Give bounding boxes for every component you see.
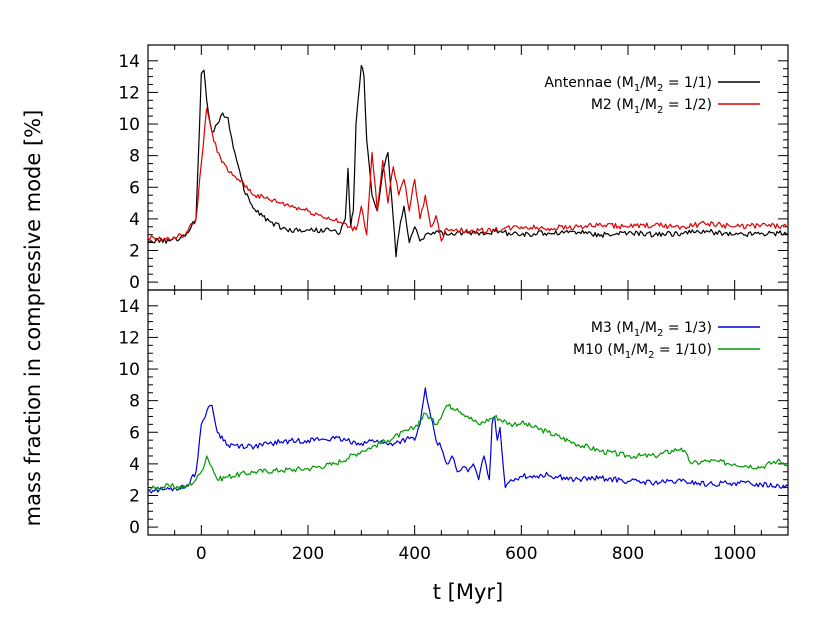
- y-tick-label: 4: [129, 210, 140, 230]
- y-tick-label: 0: [129, 273, 140, 293]
- y-tick-label: 6: [129, 178, 140, 198]
- top-panel: 0 2 4 6 8 10 12 14 Antennae (M1/M2 = 1/1) M2 (M1/…: [118, 44, 789, 293]
- x-axis-title: t [Myr]: [433, 580, 503, 604]
- y-tick-label: 12: [118, 83, 140, 103]
- y-tick-label: 2: [129, 241, 140, 261]
- y-tick-label: 0: [129, 518, 140, 538]
- x-tick-label: 200: [292, 544, 324, 564]
- legend-label: M2 (M1/M2 = 1/2): [591, 97, 712, 116]
- series-line: [147, 403, 789, 491]
- y-tick-label: 12: [118, 328, 140, 348]
- y-tick-label: 6: [129, 423, 140, 443]
- y-tick-label: 14: [118, 52, 140, 72]
- x-tick-label: 0: [196, 544, 207, 564]
- y-tick-label: 10: [118, 115, 140, 135]
- y-tick-label: 8: [129, 147, 140, 167]
- series-line: [148, 387, 789, 494]
- y-tick-label: 4: [129, 455, 140, 475]
- series-line: [147, 107, 789, 242]
- y-tick-label: 8: [129, 392, 140, 412]
- y-tick-label: 2: [129, 486, 140, 506]
- bottom-panel: 0 2 4 6 8 10 12 14 0 200 400 600 800 1000 M3 (M1/M2 = …: [118, 289, 789, 564]
- x-tick-label: 400: [398, 544, 430, 564]
- y-tick-label: 14: [118, 297, 140, 317]
- y-axis-title: mass fraction in compressive mode [%]: [21, 110, 45, 527]
- legend-label: Antennae (M1/M2 = 1/1): [544, 75, 712, 94]
- series-line: [147, 64, 789, 258]
- x-tick-label: 1000: [713, 544, 756, 564]
- legend-label: M10 (M1/M2 = 1/10): [573, 342, 712, 361]
- x-tick-label: 600: [505, 544, 537, 564]
- y-tick-label: 10: [118, 360, 140, 380]
- legend-label: M3 (M1/M2 = 1/3): [591, 320, 712, 339]
- x-tick-label: 800: [612, 544, 644, 564]
